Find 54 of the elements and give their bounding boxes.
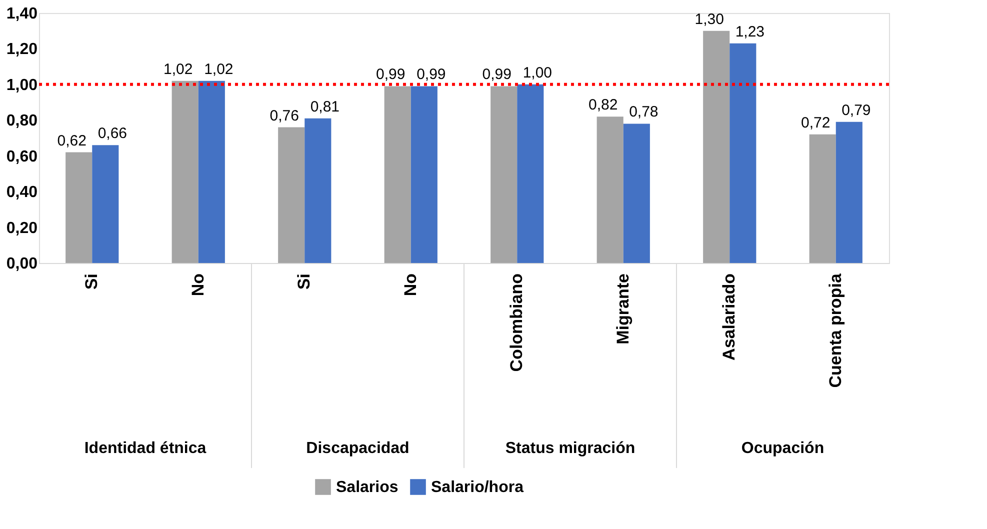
bar xyxy=(172,80,198,263)
data-label: 0,79 xyxy=(842,102,871,119)
text: Identidad étnica xyxy=(84,440,206,457)
data-label: 0,81 xyxy=(310,98,340,116)
bar xyxy=(66,152,92,263)
data-label: 1,00 xyxy=(522,64,552,82)
data-label: 0,99 xyxy=(376,66,406,84)
bar xyxy=(703,30,730,263)
x-tick-label: Colombiano xyxy=(507,274,526,372)
data-label: 0,78 xyxy=(629,104,658,121)
x-tick-label: Si xyxy=(82,274,102,290)
data-label: 0,76 xyxy=(270,107,299,124)
bar xyxy=(623,124,650,263)
text: Status migración xyxy=(505,440,636,457)
bar xyxy=(278,127,305,263)
data-label: 0,99 xyxy=(482,66,512,84)
text: Discapacidad xyxy=(306,440,410,457)
bar xyxy=(490,86,518,263)
data-label: 1,23 xyxy=(735,23,765,40)
y-tick-label: 0,00 xyxy=(6,256,38,272)
bar xyxy=(596,116,624,263)
bar xyxy=(410,86,438,263)
bar xyxy=(730,43,756,263)
x-tick-label: Cuenta propia xyxy=(826,272,845,388)
bar xyxy=(809,134,836,263)
data-label: 1,02 xyxy=(163,60,193,78)
data-label: 1,02 xyxy=(204,60,234,78)
y-tick-label: 1,00 xyxy=(6,76,38,94)
x-tick-label: Migrante xyxy=(613,274,632,344)
data-label: 0,72 xyxy=(800,114,830,132)
y-tick-label: 0,20 xyxy=(6,220,38,237)
legend-label: Salarios xyxy=(336,479,398,496)
y-tick-label: 1,40 xyxy=(6,6,38,22)
text: Ocupación xyxy=(741,440,824,457)
y-tick-label: 0,80 xyxy=(6,112,38,130)
bar xyxy=(304,118,332,263)
bar xyxy=(92,145,119,263)
data-label: 1,30 xyxy=(694,10,724,28)
x-tick-label: Si xyxy=(294,274,314,290)
x-tick-label: No xyxy=(400,274,420,296)
x-tick-label: No xyxy=(188,274,208,296)
data-label: 0,82 xyxy=(588,96,618,114)
bar xyxy=(517,84,544,263)
data-label: 0,66 xyxy=(98,125,128,142)
bar xyxy=(198,80,225,263)
data-label: 0,99 xyxy=(416,66,446,84)
y-tick-label: 0,40 xyxy=(6,184,38,202)
y-tick-label: 1,20 xyxy=(6,41,38,58)
data-label: 0,62 xyxy=(57,132,86,150)
x-tick-label: Asalariado xyxy=(720,274,739,360)
y-tick-label: 0,60 xyxy=(6,148,38,166)
bar xyxy=(384,86,411,263)
bar xyxy=(836,122,862,263)
legend-label: Salario/hora xyxy=(431,479,524,496)
